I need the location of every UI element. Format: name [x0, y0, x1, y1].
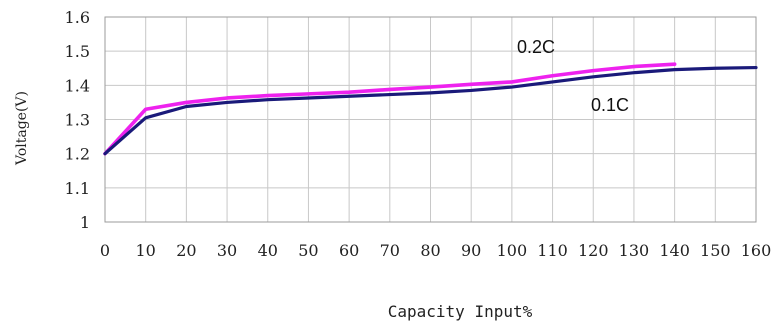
y-tick-label: 1.2: [65, 145, 90, 164]
x-tick-label: 150: [700, 241, 731, 260]
y-tick-label: 1.3: [65, 111, 90, 130]
x-tick-label: 120: [578, 241, 609, 260]
y-tick-label: 1.1: [65, 179, 90, 198]
grid-lines: [104, 16, 757, 223]
y-tick-label: 1.6: [65, 8, 90, 27]
y-tick-label: 1.5: [65, 42, 90, 61]
x-axis-label: Capacity Input%: [388, 302, 533, 321]
x-tick-label: 30: [217, 241, 237, 260]
x-tick-label: 0: [100, 241, 110, 260]
x-tick-label: 110: [537, 241, 568, 260]
y-tick-label: 1.4: [65, 76, 90, 95]
tick-labels: 0 10 20 30 40 50 60 70 80 90 100 110 120 130 140 150 160…: [65, 8, 771, 260]
series-labels: 0.2C 0.1C: [517, 37, 629, 115]
x-tick-label: 160: [741, 241, 771, 260]
series-label-0-2c: 0.2C: [517, 37, 555, 57]
series-lines: [103, 62, 758, 156]
x-tick-label: 10: [136, 241, 156, 260]
series-line-0-1c: [103, 65, 758, 156]
x-tick-label: 20: [176, 241, 196, 260]
series-label-0-1c: 0.1C: [591, 95, 629, 115]
x-tick-label: 70: [380, 241, 400, 260]
plot-frame: [104, 16, 757, 223]
x-tick-label: 60: [339, 241, 359, 260]
x-tick-label: 100: [497, 241, 528, 260]
x-tick-label: 140: [659, 241, 690, 260]
x-tick-label: 40: [258, 241, 278, 260]
x-tick-label: 90: [461, 241, 481, 260]
y-axis-label: Voltage(V): [14, 91, 30, 166]
series-line-0-2c: [103, 62, 677, 156]
x-tick-label: 80: [420, 241, 440, 260]
y-tick-label: 1: [80, 213, 90, 232]
x-tick-label: 130: [619, 241, 650, 260]
x-tick-label: 50: [298, 241, 318, 260]
